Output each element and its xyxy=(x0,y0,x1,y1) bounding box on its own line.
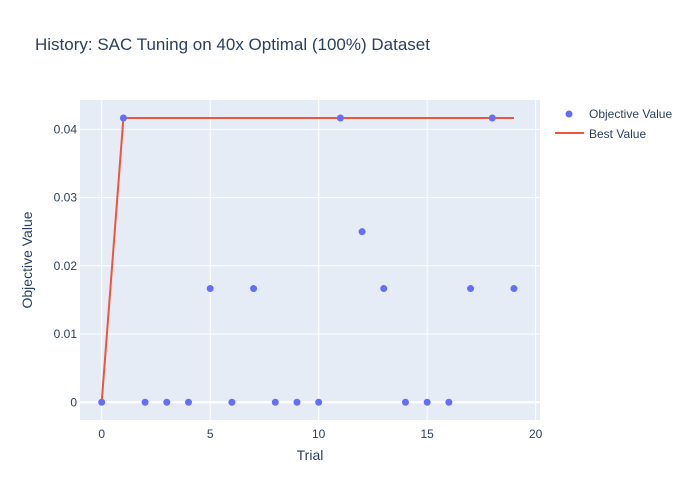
y-tick-label: 0 xyxy=(70,395,77,409)
legend-label-best-value: Best Value xyxy=(589,127,646,141)
x-axis-title: Trial xyxy=(297,447,324,463)
series-layer xyxy=(98,114,518,406)
data-point-objective-value xyxy=(228,398,236,406)
data-point-objective-value xyxy=(380,285,388,293)
plot-area xyxy=(80,100,540,420)
data-point-objective-value xyxy=(163,398,171,406)
y-tick-label: 0.02 xyxy=(54,259,78,273)
data-point-objective-value xyxy=(184,398,192,406)
data-point-objective-value xyxy=(98,398,106,406)
data-point-objective-value xyxy=(401,398,409,406)
data-point-objective-value xyxy=(293,398,301,406)
data-point-objective-value xyxy=(358,228,366,236)
legend-label-objective-value: Objective Value xyxy=(589,107,672,121)
data-point-objective-value xyxy=(315,398,323,406)
data-point-objective-value xyxy=(250,285,258,293)
data-point-objective-value xyxy=(510,285,518,293)
chart-title: History: SAC Tuning on 40x Optimal (100%… xyxy=(35,35,430,54)
x-tick-label: 5 xyxy=(207,427,214,441)
x-tick-label: 10 xyxy=(312,427,326,441)
legend-item-best-value[interactable]: Best Value xyxy=(555,127,646,141)
tick-labels: 0 5 10 15 20 0 0.01 0.02 0.03 0.04 xyxy=(54,122,543,441)
legend-item-objective-value[interactable]: Objective Value xyxy=(565,107,673,121)
data-point-objective-value xyxy=(336,114,344,122)
data-point-objective-value xyxy=(271,398,279,406)
legend[interactable]: Objective Value Best Value xyxy=(555,107,672,141)
y-tick-label: 0.03 xyxy=(54,191,78,205)
data-point-objective-value xyxy=(488,114,496,122)
data-point-objective-value xyxy=(119,114,127,122)
y-tick-label: 0.01 xyxy=(54,327,78,341)
data-point-objective-value xyxy=(467,285,475,293)
data-point-objective-value xyxy=(206,285,214,293)
x-tick-label: 15 xyxy=(420,427,434,441)
data-point-objective-value xyxy=(141,398,149,406)
y-axis-title: Objective Value xyxy=(19,211,35,308)
series-line-best-value xyxy=(100,117,514,403)
gridlines xyxy=(80,100,540,420)
x-tick-label: 20 xyxy=(529,427,543,441)
legend-marker-objective-value xyxy=(565,110,573,118)
y-tick-label: 0.04 xyxy=(54,122,78,136)
data-point-objective-value xyxy=(423,398,431,406)
x-tick-label: 0 xyxy=(98,427,105,441)
data-point-objective-value xyxy=(445,398,453,406)
